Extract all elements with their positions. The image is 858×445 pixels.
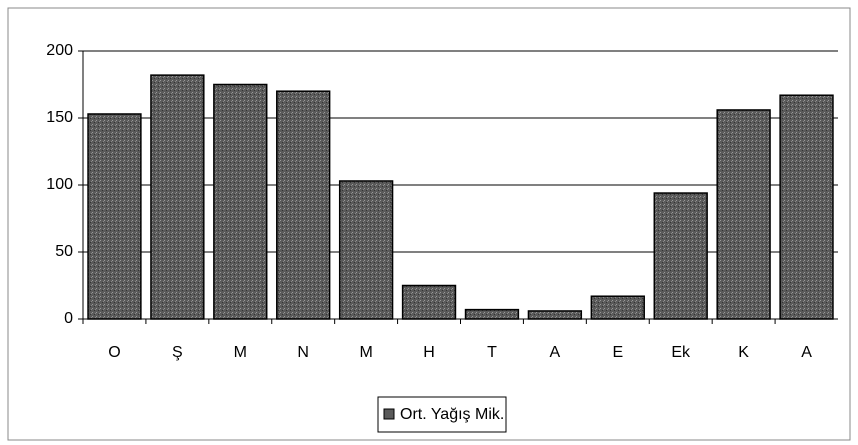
legend-label: Ort. Yağış Mik. <box>400 406 504 423</box>
bar <box>338 180 394 320</box>
bar <box>401 284 457 320</box>
x-tick-label: H <box>423 344 435 361</box>
legend-swatch <box>383 408 395 420</box>
x-tick-label: O <box>108 344 120 361</box>
y-tick-label: 150 <box>46 109 73 126</box>
x-tick-label: K <box>738 344 749 361</box>
y-tick-label: 100 <box>46 176 73 193</box>
bar <box>527 310 583 320</box>
y-tick-label: 50 <box>55 243 73 260</box>
x-tick-label: N <box>297 344 309 361</box>
x-tick-label: M <box>359 344 372 361</box>
bar <box>653 192 708 320</box>
x-tick-label: Ek <box>671 344 691 361</box>
y-tick-label: 200 <box>46 42 73 59</box>
y-tick-label: 0 <box>64 310 73 327</box>
bar <box>716 109 771 320</box>
chart-border <box>7 7 851 441</box>
bar <box>779 94 834 320</box>
x-tick-label: M <box>234 344 247 361</box>
bar <box>590 295 645 320</box>
x-tick-label: A <box>550 344 561 361</box>
bar <box>213 83 268 320</box>
bar <box>150 74 205 320</box>
x-tick-label: T <box>487 344 497 361</box>
bar <box>464 308 520 320</box>
x-tick-label: Ş <box>172 344 183 361</box>
x-tick-label: E <box>612 344 623 361</box>
bar <box>87 113 142 320</box>
bar <box>276 90 331 320</box>
legend-box <box>377 396 507 433</box>
x-tick-label: A <box>801 344 812 361</box>
